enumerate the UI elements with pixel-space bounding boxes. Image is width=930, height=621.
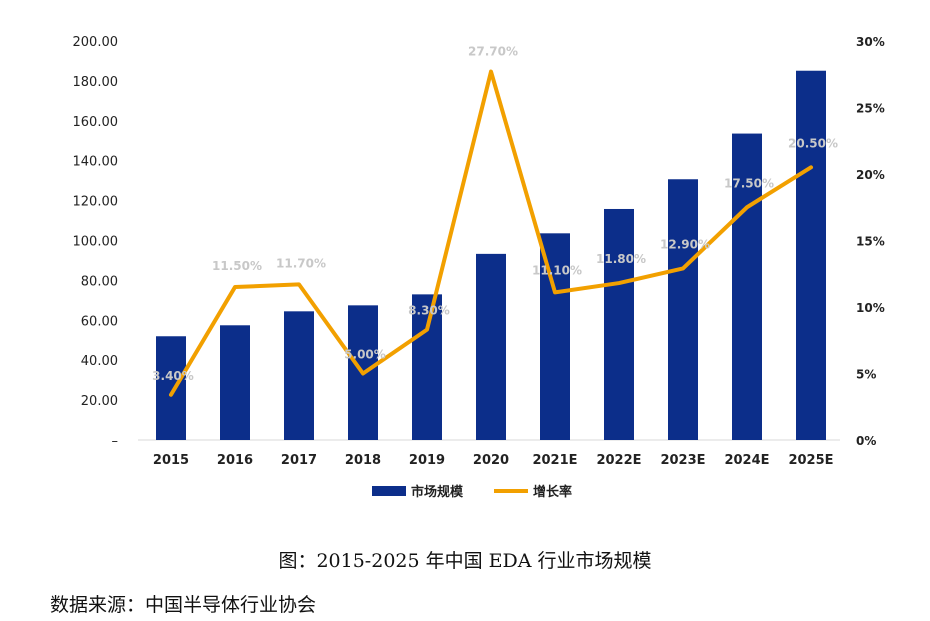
left-axis-tick: 40.00: [81, 354, 118, 369]
category-label: 2022E: [596, 453, 641, 468]
data-label: 11.70%: [276, 256, 326, 270]
growth-rate-line: [169, 69, 813, 397]
left-axis-tick: 100.00: [73, 235, 119, 250]
category-label: 2021E: [532, 453, 577, 468]
right-axis-tick: 5%: [856, 368, 876, 382]
left-axis-tick: 180.00: [73, 75, 119, 90]
bar: [412, 294, 442, 440]
right-axis: 0% 5% 10% 15% 20% 25% 30%: [856, 35, 885, 448]
right-axis-tick: 15%: [856, 235, 885, 249]
bar: [476, 253, 506, 440]
legend: 市场规模 增长率: [372, 484, 572, 500]
data-label: 8.30%: [408, 304, 450, 318]
data-label: 20.50%: [788, 136, 838, 150]
left-axis-tick: 80.00: [81, 274, 118, 289]
legend-line-label: 增长率: [533, 484, 572, 500]
bar-series: [156, 70, 826, 441]
data-label: 5.00%: [344, 348, 386, 362]
left-axis-tick: 200.00: [73, 35, 119, 50]
data-label: 11.10%: [532, 263, 582, 277]
right-axis-tick: 10%: [856, 301, 885, 315]
category-label: 2020: [473, 453, 509, 468]
bar: [540, 233, 570, 440]
category-label: 2018: [345, 453, 381, 468]
left-axis-tick: 20.00: [81, 394, 118, 409]
left-axis-tick: –: [112, 434, 119, 449]
line-series: [169, 69, 813, 397]
chart: – 20.00 40.00 60.00 80.00 100.00 120.00 140.00 1…: [73, 35, 885, 500]
data-label: 12.90%: [660, 237, 710, 251]
data-label: 11.80%: [596, 252, 646, 266]
legend-bar-label: 市场规模: [411, 484, 464, 500]
bar: [220, 325, 250, 440]
bar: [668, 179, 698, 441]
left-axis-tick: 120.00: [73, 195, 119, 210]
right-axis-tick: 0%: [856, 434, 876, 448]
bar: [284, 311, 314, 440]
left-axis-tick: 60.00: [81, 314, 118, 329]
category-label: 2023E: [660, 453, 705, 468]
data-source: 数据来源：中国半导体行业协会: [50, 594, 317, 616]
data-labels: 3.40% 11.50% 11.70% 5.00% 8.30% 27.70% 11.10% 1…: [152, 45, 838, 383]
legend-bar-swatch: [372, 486, 406, 496]
category-label: 2015: [153, 453, 189, 468]
right-axis-tick: 25%: [856, 102, 885, 116]
left-axis: – 20.00 40.00 60.00 80.00 100.00 120.00 140.00 1…: [73, 35, 119, 449]
bar: [156, 336, 186, 440]
figure-caption: 图：2015-2025 年中国 EDA 行业市场规模: [278, 550, 652, 572]
data-label: 11.50%: [212, 259, 262, 273]
left-axis-tick: 160.00: [73, 115, 119, 130]
data-label: 3.40%: [152, 369, 194, 383]
bar: [732, 133, 762, 440]
category-label: 2017: [281, 453, 317, 468]
category-labels: 2015 2016 2017 2018 2019 2020 2021E 2022E 2023E 2…: [153, 453, 834, 468]
right-axis-tick: 30%: [856, 35, 885, 49]
category-label: 2025E: [788, 453, 833, 468]
bar: [796, 70, 826, 441]
data-label: 17.50%: [724, 176, 774, 190]
left-axis-tick: 140.00: [73, 155, 119, 170]
category-label: 2024E: [724, 453, 769, 468]
data-label: 27.70%: [468, 45, 518, 59]
right-axis-tick: 20%: [856, 168, 885, 182]
bar: [604, 208, 634, 440]
category-label: 2016: [217, 453, 253, 468]
category-label: 2019: [409, 453, 445, 468]
